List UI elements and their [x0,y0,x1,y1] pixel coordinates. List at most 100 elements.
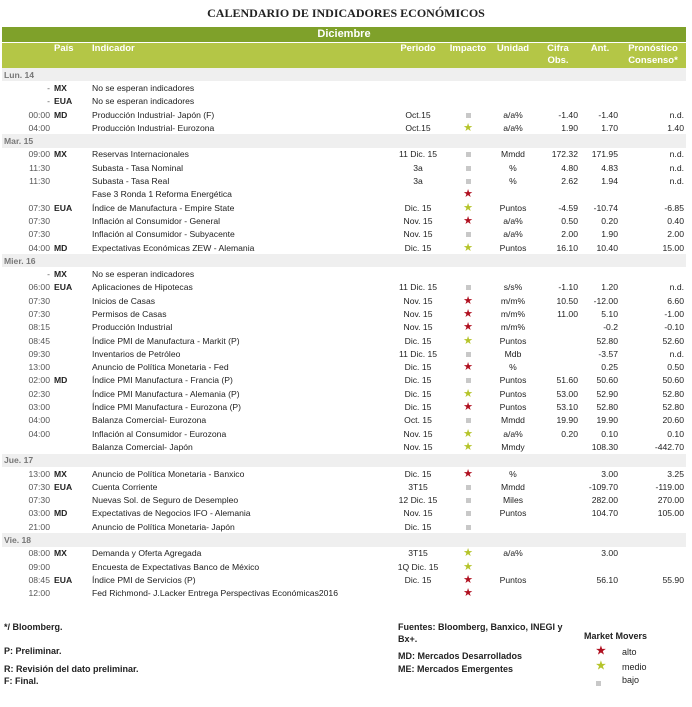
observed-cell: 51.60 [556,375,578,386]
period-cell: Nov. 15 [403,308,433,319]
country-cell: MX [54,82,67,93]
observed-cell: 2.00 [561,229,578,240]
observed-cell [536,560,580,573]
impact-icon: ★ [463,188,473,201]
forecast-cell: 55.90 [662,574,684,585]
impact-icon: ★ [463,307,473,320]
impact-cell [446,267,490,280]
legend-label: medio [622,662,647,672]
previous-cell: 50.60 [596,375,618,386]
indicator-cell: Índice PMI de Manufactura - Markit (P) [92,335,240,346]
unit-cell: Puntos [499,242,527,253]
legend-title: Market Movers [584,631,648,641]
impact-cell: ★ [446,560,490,573]
unit-cell: a/a% [503,215,523,226]
indicator-row: 07:30 Inflación al Consumidor - General No… [2,214,686,227]
indicator-row: 09:00 MX Reservas Internacionales 11 Dic. 1… [2,148,686,161]
forecast-cell: 1.40 [667,122,684,133]
forecast-cell: 52.80 [662,388,684,399]
previous-cell: -1.40 [598,109,618,120]
unit-cell: Puntos [499,508,527,519]
indicator-cell: Expectativas Económicas ZEW - Alemania [92,242,255,253]
indicator-row: 07:30 EUA Índice de Manufactura - Empire S… [2,201,686,214]
forecast-cell: 6.60 [667,295,684,306]
day-label: Jue. 17 [2,453,686,467]
period-cell: Nov. 15 [403,215,433,226]
indicator-cell: Aplicaciones de Hipotecas [92,282,193,293]
previous-cell: 108.30 [591,441,618,452]
time-cell: 12:00 [28,588,50,599]
observed-cell [536,520,580,533]
time-cell: 07:30 [28,215,50,226]
unit-cell: % [509,162,517,173]
day-row: Lun. 14 [2,68,686,82]
time-cell: 11:30 [29,176,50,187]
forecast-cell: -1.00 [664,308,684,319]
impact-icon: ★ [463,121,473,134]
day-label: Lun. 14 [2,68,686,82]
impact-icon: ★ [463,214,473,227]
observed-cell: 0.50 [561,215,578,226]
impact-cell: ★ [446,427,490,440]
col-header: Pronóstico Consenso* [620,43,686,68]
period-cell: Nov. 15 [403,229,433,240]
country-cell [52,334,90,347]
observed-cell: 1.90 [561,122,578,133]
time-cell [2,188,52,201]
note: F: Final. [4,676,39,686]
time-cell: 07:30 [28,202,50,213]
indicator-row: Balanza Comercial- Japón Nov. 15 ★ Mmdy 108.… [2,440,686,453]
indicator-row: 07:30 Permisos de Casas Nov. 15 ★ m/m% 11.00 5… [2,307,686,320]
indicator-cell: No se esperan indicadores [92,96,195,107]
time-cell: 00:00 [28,109,50,120]
day-row: Jue. 17 [2,453,686,467]
unit-cell: Puntos [499,388,527,399]
indicator-cell: Anuncio de Política Monetaria - Banxico [92,468,245,479]
indicator-cell: Nuevas Sol. de Seguro de Desempleo [92,495,239,506]
impact-cell: ★ [446,188,490,201]
unit-cell: a/a% [503,229,523,240]
time-cell: 07:30 [28,495,50,506]
period-cell: 1Q Dic. 15 [397,561,439,572]
country-cell: MX [54,269,67,280]
impact-cell: ★ [446,361,490,374]
previous-cell: 1.70 [601,122,618,133]
period-cell: Dic. 15 [404,242,432,253]
forecast-cell: 270.00 [657,495,684,506]
indicator-row: 07:30 Nuevas Sol. de Seguro de Desempleo 1… [2,494,686,507]
forecast-cell: 3.25 [667,468,684,479]
forecast-cell [620,560,686,573]
previous-cell [580,81,620,94]
period-cell: Nov. 15 [403,428,433,439]
indicator-row: 04:00 Inflación al Consumidor - Eurozona N… [2,427,686,440]
indicator-row: 04:00 MD Expectativas Económicas ZEW - Ale… [2,241,686,254]
time-cell: 08:45 [28,574,50,585]
indicator-cell: Fed Richmond- J.Lacker Entrega Perspecti… [92,588,338,599]
time-cell: - [47,269,50,280]
forecast-cell [620,587,686,600]
indicator-cell: Inflación al Consumidor - Eurozona [92,428,227,439]
col-header: Cifra Obs. [536,43,580,68]
time-cell: 13:00 [28,362,50,373]
forecast-cell: 0.40 [667,215,684,226]
period-cell: 3a [413,176,423,187]
indicator-row: - EUA No se esperan indicadores [2,95,686,108]
forecast-cell [620,81,686,94]
previous-cell: 3.00 [601,468,618,479]
impact-icon [465,232,471,238]
unit-cell: Miles [502,495,524,506]
country-cell [52,214,90,227]
unit-cell: % [509,468,517,479]
impact-cell [446,507,490,520]
forecast-cell: n.d. [669,109,684,120]
impact-icon: ★ [463,294,473,307]
unit-cell: m/m% [500,322,526,333]
previous-cell: 0.20 [601,215,618,226]
impact-cell: ★ [446,400,490,413]
indicator-cell: Encuesta de Expectativas Banco de México [92,561,260,572]
period-cell: Nov. 15 [403,295,433,306]
impact-icon [465,165,471,171]
country-cell: MX [54,468,67,479]
period-cell: Dic. 15 [404,388,432,399]
forecast-cell: n.d. [669,176,684,187]
